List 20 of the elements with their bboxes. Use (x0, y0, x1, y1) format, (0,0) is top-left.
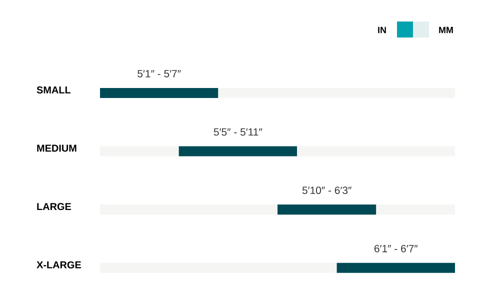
text: IN (378, 26, 386, 34)
bar (336, 262, 456, 273)
bar (376, 204, 456, 215)
y-tick-label: SMALL (36, 86, 71, 94)
annotation: 6′1″ - 6′7″ (374, 244, 418, 252)
bar (100, 88, 218, 98)
bar (100, 204, 278, 215)
y-tick-label: LARGE (37, 203, 72, 210)
annotation: 5′5″ - 5′11″ (214, 128, 262, 136)
bar (178, 146, 298, 156)
bar (100, 146, 179, 156)
bar (218, 88, 456, 98)
annotation: 5′10″ - 6′3″ (302, 186, 352, 194)
y-tick-label: X-LARGE (36, 261, 81, 268)
annotation: 5′1″ - 5′7″ (138, 70, 181, 78)
text: MM (439, 26, 453, 34)
bar (100, 262, 337, 273)
y-tick-label: MEDIUM (37, 144, 76, 152)
bar (278, 204, 376, 215)
bar (297, 146, 456, 156)
